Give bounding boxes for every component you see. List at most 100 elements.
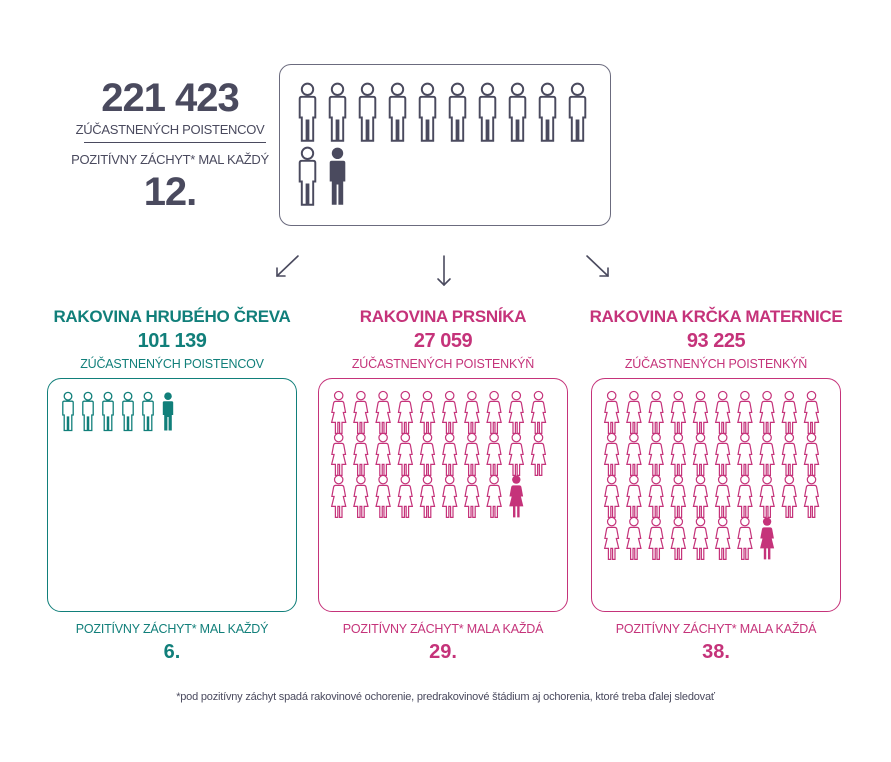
- cervical-cancer-pictogram: [603, 390, 820, 560]
- man-icon: [448, 82, 467, 142]
- woman-icon: [375, 474, 391, 518]
- woman-icon: [508, 432, 525, 476]
- breast-cancer-box: [318, 378, 568, 612]
- man-icon: [62, 391, 74, 432]
- woman-icon: [626, 474, 642, 518]
- total-people-box: [279, 64, 611, 226]
- woman-icon: [670, 516, 687, 560]
- positive-woman-icon: [509, 475, 524, 518]
- man-icon: [418, 82, 437, 142]
- woman-icon: [397, 432, 414, 476]
- woman-icon: [714, 474, 731, 518]
- woman-icon: [441, 474, 458, 518]
- breast-cancer-pictogram: [330, 390, 547, 518]
- woman-icon: [648, 432, 664, 476]
- woman-icon: [692, 432, 709, 476]
- woman-icon: [486, 474, 502, 518]
- woman-icon: [375, 432, 391, 476]
- breast-cancer-title: RAKOVINA PRSNÍKA: [359, 307, 527, 326]
- total-positive-label: POZITÍVNY ZÁCHYT* MAL KAŽDÝ: [71, 152, 269, 167]
- colon-cancer-count-label: ZÚČASTNENÝCH POISTENCOV: [80, 357, 264, 371]
- arrow-right-icon: [586, 255, 609, 277]
- woman-icon: [330, 390, 347, 434]
- colon-cancer-box: [47, 378, 297, 612]
- arrow-down-icon: [437, 255, 451, 287]
- cervical-cancer-title: RAKOVINA KRČKA MATERNICE: [589, 307, 843, 326]
- man-icon: [122, 391, 134, 432]
- woman-icon: [603, 432, 620, 476]
- woman-icon: [692, 474, 709, 518]
- woman-icon: [353, 432, 369, 476]
- woman-icon: [737, 516, 753, 560]
- breast-cancer-count-label: ZÚČASTNENÝCH POISTENKÝŇ: [351, 357, 535, 371]
- woman-icon: [714, 390, 731, 434]
- colon-cancer-title: RAKOVINA HRUBÉHO ČREVA: [53, 307, 291, 326]
- woman-icon: [759, 390, 775, 434]
- colon-cancer-positive-every: 6.: [163, 641, 181, 663]
- colon-cancer-count: 101 139: [137, 330, 207, 352]
- woman-icon: [759, 474, 775, 518]
- woman-icon: [486, 390, 502, 434]
- woman-icon: [330, 474, 347, 518]
- woman-icon: [441, 432, 458, 476]
- woman-icon: [419, 432, 436, 476]
- man-icon: [328, 82, 347, 142]
- woman-icon: [803, 474, 820, 518]
- man-icon: [358, 82, 377, 142]
- positive-man-icon: [329, 147, 346, 205]
- colon-cancer-pictogram: [62, 391, 174, 432]
- woman-icon: [692, 390, 709, 434]
- woman-icon: [353, 390, 369, 434]
- woman-icon: [648, 390, 664, 434]
- man-icon: [102, 391, 114, 432]
- woman-icon: [626, 516, 642, 560]
- woman-icon: [737, 432, 753, 476]
- woman-icon: [692, 516, 709, 560]
- woman-icon: [714, 516, 731, 560]
- woman-icon: [781, 390, 798, 434]
- woman-icon: [603, 474, 620, 518]
- woman-icon: [353, 474, 369, 518]
- woman-icon: [464, 474, 480, 518]
- woman-icon: [781, 432, 798, 476]
- woman-icon: [397, 390, 414, 434]
- positive-man-icon: [162, 392, 174, 431]
- cervical-cancer-count-label: ZÚČASTNENÝCH POISTENKÝŇ: [624, 357, 808, 371]
- woman-icon: [419, 474, 436, 518]
- woman-icon: [626, 432, 642, 476]
- man-icon: [508, 82, 527, 142]
- woman-icon: [397, 474, 414, 518]
- breast-cancer-count: 27 059: [413, 330, 473, 352]
- woman-icon: [648, 474, 664, 518]
- woman-icon: [530, 432, 547, 476]
- woman-icon: [670, 474, 687, 518]
- man-icon: [538, 82, 557, 142]
- footnote: *pod pozitívny záchyt spadá rakovinové o…: [176, 691, 715, 703]
- total-participants-count: 221 423: [101, 76, 240, 120]
- woman-icon: [330, 432, 347, 476]
- man-icon: [298, 82, 317, 142]
- man-icon: [298, 146, 317, 206]
- woman-icon: [759, 432, 775, 476]
- woman-icon: [441, 390, 458, 434]
- man-icon: [82, 391, 94, 432]
- cervical-cancer-box: [591, 378, 841, 612]
- breast-cancer-positive-label: POZITÍVNY ZÁCHYT* MALA KAŽDÁ: [342, 622, 544, 636]
- woman-icon: [626, 390, 642, 434]
- positive-woman-icon: [760, 517, 775, 560]
- man-icon: [568, 82, 587, 142]
- total-people-pictogram: [298, 82, 587, 206]
- woman-icon: [737, 474, 753, 518]
- woman-icon: [670, 432, 687, 476]
- cervical-cancer-count: 93 225: [686, 330, 746, 352]
- woman-icon: [648, 516, 664, 560]
- cervical-cancer-positive-label: POZITÍVNY ZÁCHYT* MALA KAŽDÁ: [615, 622, 817, 636]
- colon-cancer-positive-label: POZITÍVNY ZÁCHYT* MAL KAŽDÝ: [75, 622, 269, 636]
- total-positive-every: 12.: [143, 170, 198, 214]
- woman-icon: [714, 432, 731, 476]
- man-icon: [478, 82, 497, 142]
- arrow-left-icon: [276, 255, 299, 277]
- woman-icon: [486, 432, 502, 476]
- cervical-cancer-positive-every: 38.: [702, 641, 730, 663]
- woman-icon: [464, 432, 480, 476]
